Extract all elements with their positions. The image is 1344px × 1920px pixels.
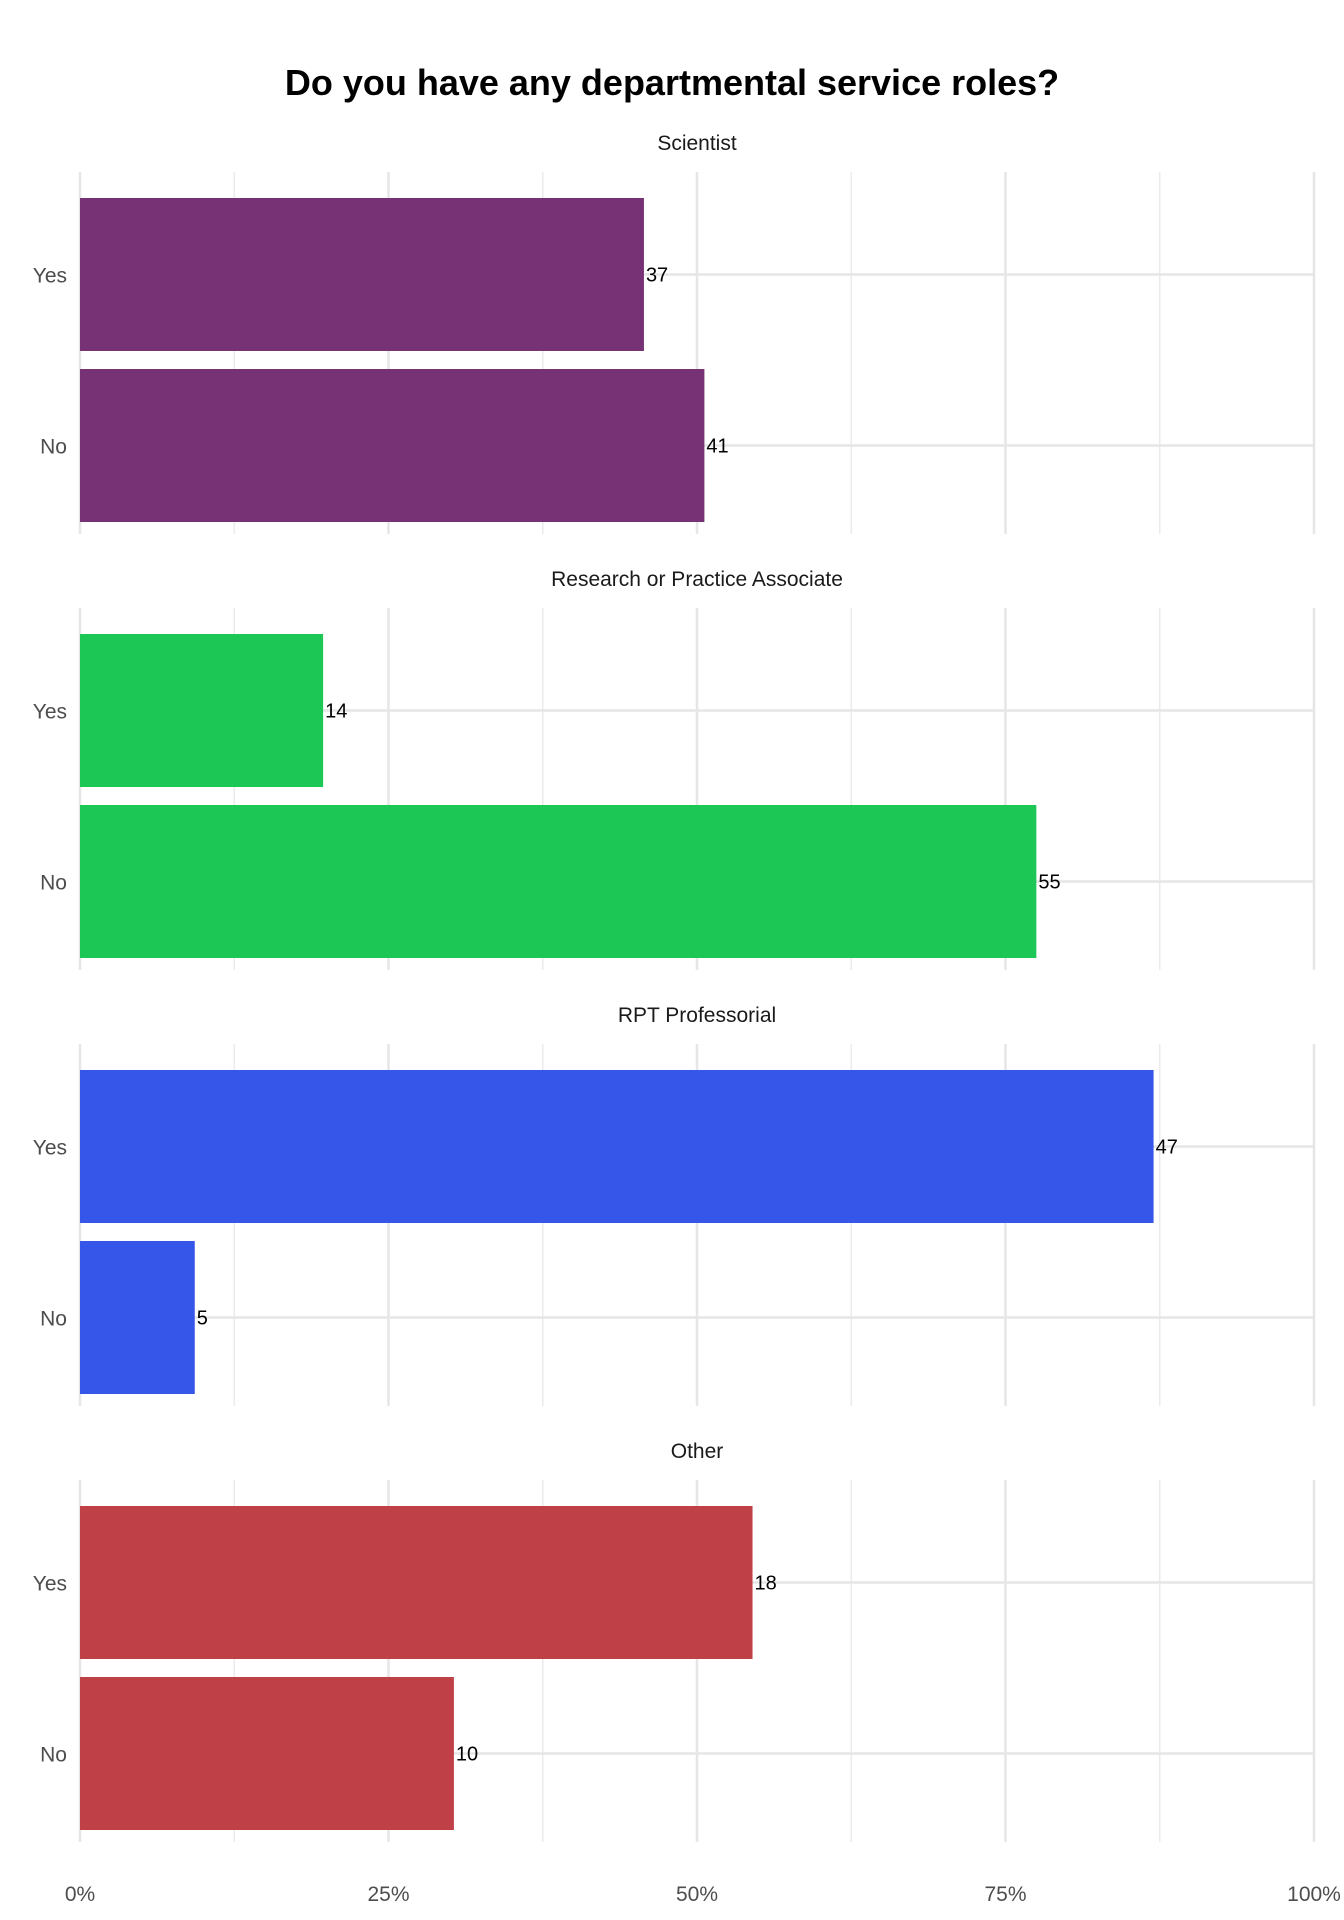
bar — [80, 1070, 1154, 1223]
x-tick-label: 50% — [676, 1883, 718, 1906]
y-tick-label: Yes — [33, 265, 67, 288]
bar-value-label: 55 — [1038, 872, 1060, 894]
bar — [80, 198, 644, 351]
bar-value-label: 41 — [706, 436, 728, 458]
facet-label: Research or Practice Associate — [551, 568, 843, 591]
bar-value-label: 10 — [456, 1744, 478, 1766]
y-tick-label: Yes — [33, 1573, 67, 1596]
bar-value-label: 14 — [325, 701, 347, 723]
bar — [80, 1506, 753, 1659]
x-tick-label: 0% — [65, 1883, 95, 1906]
y-tick-label: Yes — [33, 701, 67, 724]
bar-value-label: 37 — [646, 265, 668, 287]
y-tick-label: Yes — [33, 1137, 67, 1160]
bar — [80, 805, 1037, 958]
facet-label: Scientist — [657, 132, 737, 155]
y-tick-label: No — [40, 436, 67, 459]
bar — [80, 1677, 454, 1830]
x-tick-label: 75% — [984, 1883, 1026, 1906]
x-tick-label: 100% — [1287, 1883, 1341, 1906]
chart-title: Do you have any departmental service rol… — [284, 62, 1060, 103]
facet-label: Other — [671, 1440, 724, 1463]
bar-value-label: 47 — [1156, 1137, 1178, 1159]
facet-label: RPT Professorial — [618, 1004, 776, 1027]
bar — [80, 634, 324, 787]
y-tick-label: No — [40, 1744, 67, 1767]
y-tick-label: No — [40, 1308, 67, 1331]
bar — [80, 1241, 195, 1394]
bar — [80, 369, 705, 522]
x-tick-label: 25% — [367, 1883, 409, 1906]
bar-value-label: 18 — [755, 1573, 777, 1595]
bar-value-label: 5 — [197, 1308, 208, 1330]
y-tick-label: No — [40, 872, 67, 895]
